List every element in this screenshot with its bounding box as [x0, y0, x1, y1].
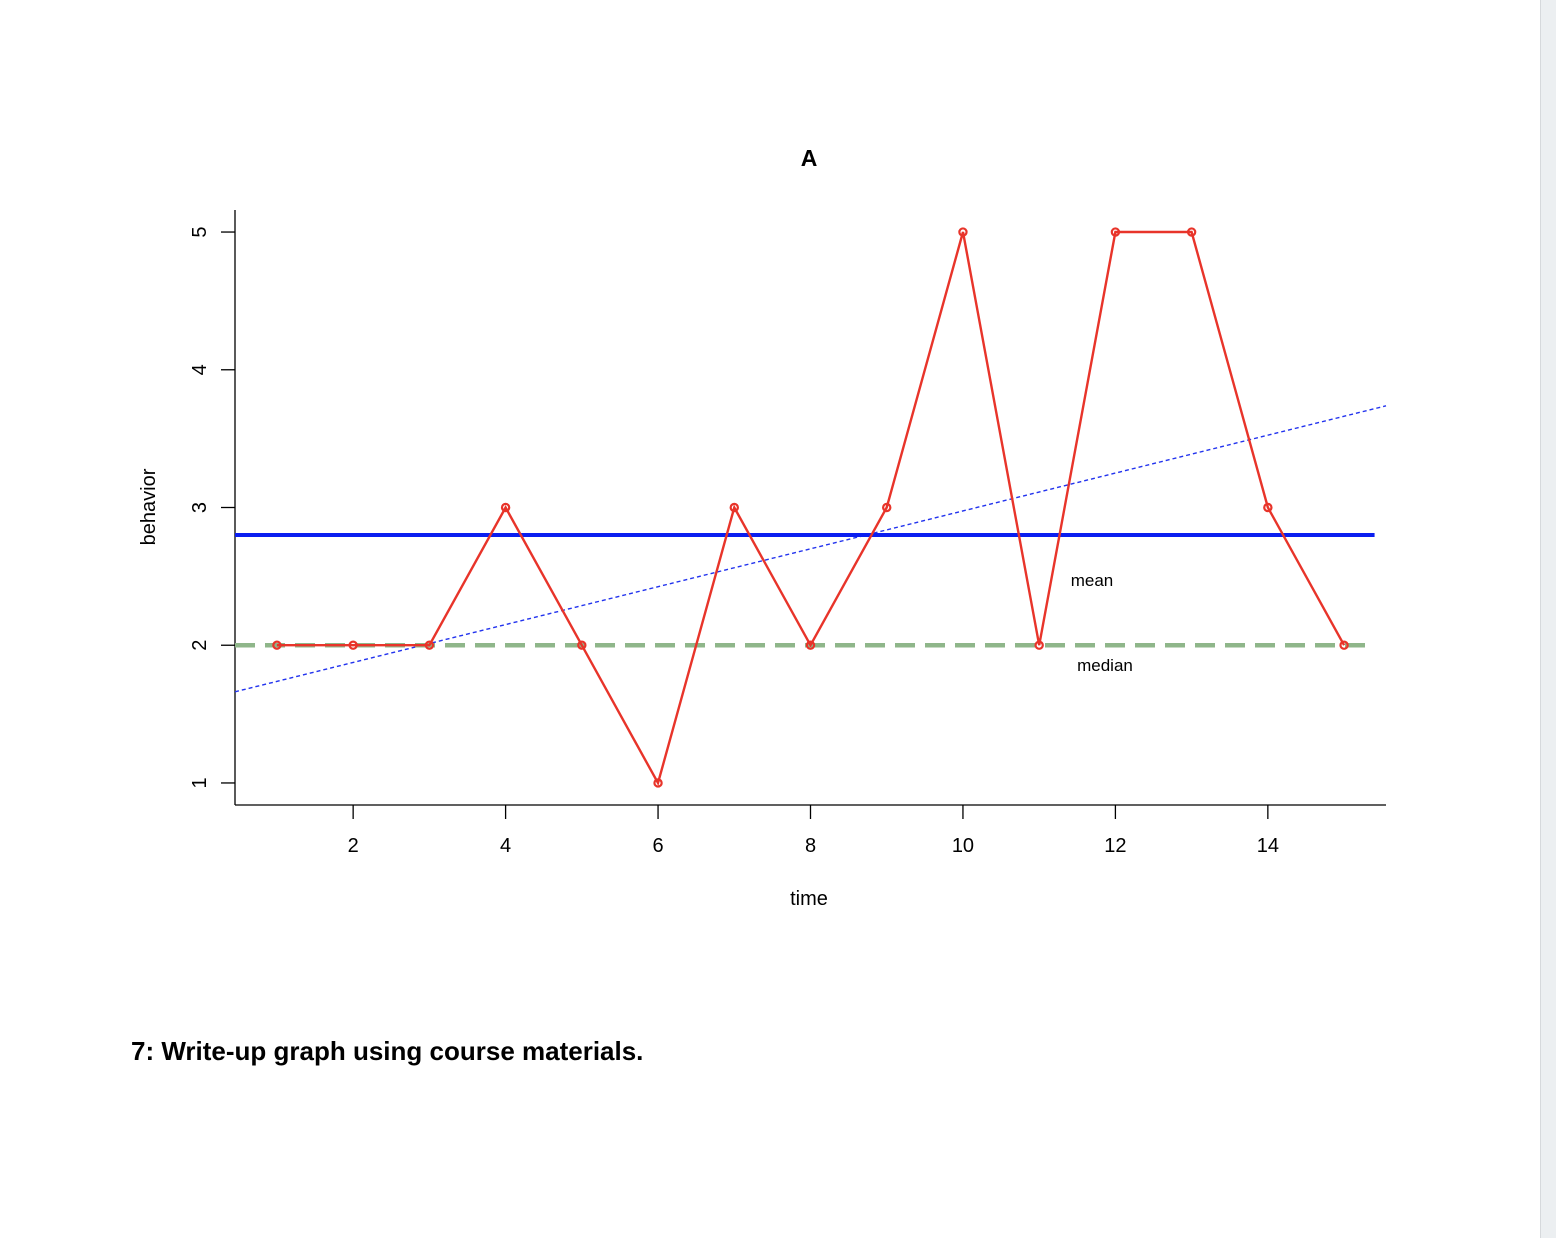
data-point	[272, 640, 282, 650]
x-tick-label: 10	[952, 835, 974, 857]
vertical-scrollbar[interactable]	[1540, 0, 1556, 1238]
x-tick-label: 6	[652, 835, 663, 857]
series-layer	[272, 227, 1349, 788]
y-axis-label: behavior	[138, 468, 160, 545]
chart-title: A	[801, 145, 818, 171]
y-tick-label: 4	[189, 364, 211, 375]
data-point	[729, 502, 739, 513]
data-point	[958, 227, 968, 237]
data-point	[1034, 640, 1044, 650]
mean-label: mean	[1071, 571, 1114, 590]
data-point	[348, 640, 358, 650]
data-point	[1186, 227, 1197, 237]
y-tick-label: 3	[189, 502, 211, 513]
data-point	[577, 640, 587, 650]
y-tick-label: 1	[189, 777, 211, 788]
data-point	[653, 778, 663, 788]
data-point	[424, 640, 435, 650]
median-label: median	[1077, 656, 1133, 675]
series-line	[276, 230, 1346, 787]
x-tick-label: 4	[500, 835, 511, 857]
question-heading: 7: Write-up graph using course materials…	[131, 1036, 644, 1066]
data-point	[1263, 502, 1273, 513]
data-point	[1110, 227, 1121, 237]
x-tick-label: 14	[1257, 835, 1279, 857]
x-tick-label: 2	[348, 835, 359, 857]
data-point	[882, 502, 892, 513]
x-tick-label: 12	[1104, 835, 1126, 857]
x-axis-label: time	[790, 888, 828, 910]
x-tick-label: 8	[805, 835, 816, 857]
data-point	[500, 502, 511, 513]
data-point	[805, 640, 816, 650]
data-point	[1339, 640, 1349, 650]
chart-labels: A time behavior mean median	[138, 145, 1133, 910]
y-tick-label: 5	[189, 226, 211, 237]
y-tick-label: 2	[189, 640, 211, 651]
